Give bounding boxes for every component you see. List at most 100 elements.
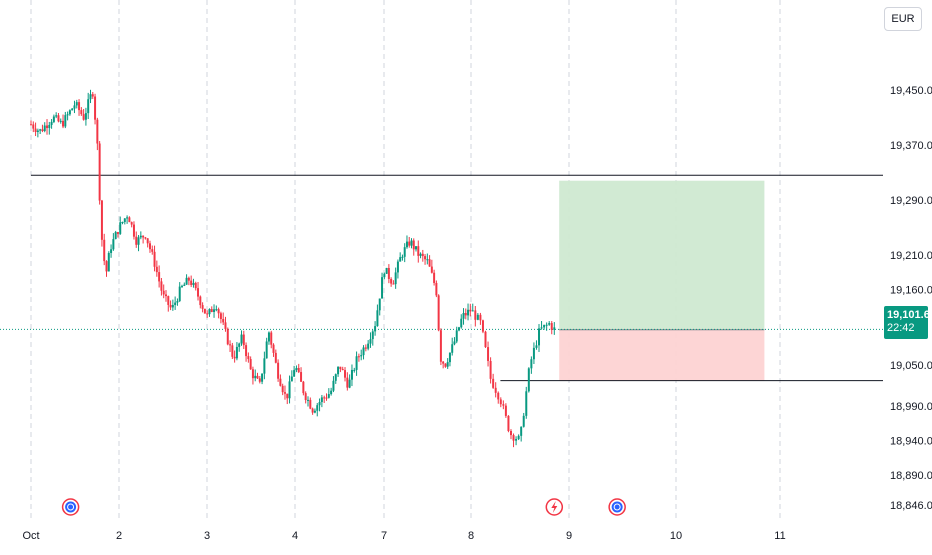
y-tick-label: 18,846.0	[890, 500, 932, 512]
candle	[281, 383, 284, 396]
candle	[371, 329, 374, 346]
candle	[543, 324, 546, 330]
candle	[208, 308, 211, 317]
candle	[251, 366, 254, 385]
candle	[235, 342, 238, 361]
candle	[231, 342, 234, 360]
x-tick-label: 7	[381, 530, 387, 542]
candle	[66, 111, 69, 121]
candle	[59, 118, 62, 124]
candle	[410, 238, 413, 249]
candle	[297, 363, 300, 374]
candle	[219, 311, 222, 324]
candle	[107, 251, 110, 272]
candle	[327, 388, 330, 399]
candle	[421, 249, 424, 262]
candle	[548, 321, 551, 326]
candle	[190, 275, 193, 288]
candle	[167, 295, 170, 312]
candle	[62, 114, 65, 129]
candle	[479, 312, 482, 325]
candle	[448, 352, 451, 367]
earnings-icon[interactable]	[608, 498, 626, 516]
candle	[460, 314, 463, 329]
candle	[247, 352, 250, 363]
last-price-value: 19,101.6	[887, 309, 930, 321]
candle	[538, 324, 541, 352]
candle	[130, 221, 133, 228]
candle	[316, 403, 319, 417]
candle	[277, 359, 280, 382]
candle	[210, 306, 213, 313]
candle	[169, 300, 172, 311]
candle	[474, 305, 477, 327]
candle	[139, 231, 142, 240]
candle	[469, 303, 472, 317]
candle	[274, 349, 277, 364]
candle	[48, 121, 51, 135]
candle	[383, 272, 386, 280]
candle	[116, 231, 119, 238]
x-tick-label: 3	[204, 530, 210, 542]
candle	[91, 91, 94, 99]
candle	[32, 121, 35, 133]
candle	[174, 296, 177, 310]
candle	[272, 343, 275, 357]
currency-selector[interactable]: EUR	[884, 7, 922, 31]
position-zones	[559, 180, 765, 381]
candle	[100, 199, 103, 247]
candle	[98, 141, 101, 205]
candle	[476, 313, 479, 321]
candle	[80, 107, 83, 116]
candle	[532, 342, 535, 365]
candle	[203, 308, 206, 314]
candle	[263, 351, 266, 380]
x-tick-label: 8	[468, 530, 474, 542]
candle	[265, 337, 268, 359]
candle	[55, 112, 58, 119]
candle	[348, 374, 351, 389]
candle	[376, 304, 379, 327]
candle	[105, 260, 108, 277]
candle	[471, 303, 474, 312]
horizontal-lines	[0, 174, 883, 382]
candle	[517, 434, 520, 441]
candle	[148, 240, 151, 253]
grid-layer	[30, 0, 781, 520]
candle	[43, 122, 46, 133]
x-tick-label: 11	[774, 530, 785, 542]
candle	[369, 332, 372, 348]
candle	[507, 415, 510, 433]
candle	[258, 376, 261, 384]
candle	[206, 310, 209, 318]
candle	[451, 337, 454, 356]
candle	[444, 363, 447, 368]
lightning-icon[interactable]	[545, 498, 564, 516]
candle	[46, 119, 49, 135]
candle	[385, 267, 388, 274]
candle	[238, 342, 241, 352]
candle	[288, 375, 291, 404]
candle	[387, 264, 390, 284]
candle	[381, 272, 384, 299]
y-tick-label: 19,290.0	[890, 195, 932, 207]
candle	[126, 215, 129, 224]
candle	[320, 394, 323, 408]
candle	[433, 269, 436, 286]
candle	[242, 330, 245, 350]
candle	[217, 307, 220, 319]
candle	[84, 107, 87, 126]
earnings-icon[interactable]	[61, 498, 80, 516]
candle	[194, 281, 197, 291]
candle	[215, 305, 218, 312]
candle	[176, 298, 179, 306]
candle	[137, 235, 140, 252]
candle	[530, 356, 533, 374]
candle	[378, 298, 381, 316]
candle	[213, 304, 216, 318]
event-markers	[61, 498, 626, 516]
candle	[355, 351, 358, 376]
candle	[128, 216, 131, 223]
